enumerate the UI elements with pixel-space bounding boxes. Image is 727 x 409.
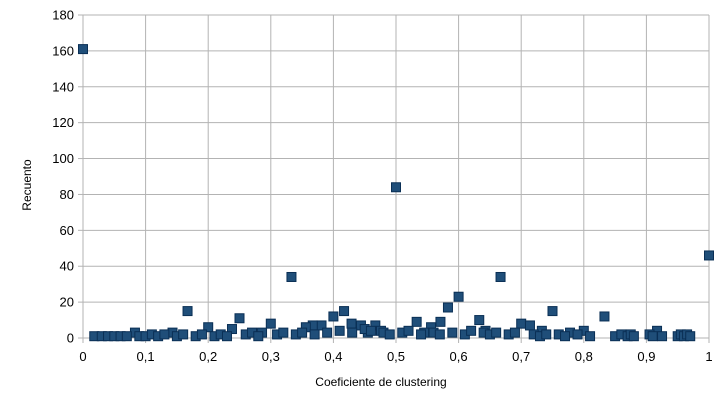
data-point [685,331,696,342]
x-tick-label: 0,3 [262,349,280,364]
data-point [334,325,345,336]
data-point [196,329,207,340]
data-point [234,313,245,324]
y-tick-label: 160 [52,43,74,58]
data-point [265,318,276,329]
data-point [182,306,193,317]
y-tick-label: 60 [60,223,74,238]
y-tick-label: 100 [52,151,74,166]
data-point [309,329,320,340]
data-point [203,322,214,333]
y-tick-label: 40 [60,259,74,274]
data-point [453,291,464,302]
data-point [547,306,558,317]
x-tick-label: 0,1 [137,349,155,364]
data-point [78,44,88,55]
data-point [178,329,189,340]
data-point [121,331,132,342]
data-point [328,311,339,322]
y-tick-label: 20 [60,295,74,310]
x-tick-label: 0,4 [324,349,342,364]
data-point [524,320,535,331]
y-tick-label: 80 [60,187,74,202]
axes [78,14,710,343]
data-point [434,329,445,340]
data-point [221,331,232,342]
x-tick-label: 0,5 [387,349,405,364]
data-point [365,325,376,336]
y-tick-label: 140 [52,79,74,94]
gridlines [82,14,710,339]
y-tick-labels: 0 20 40 60 80 100 120 140 160 180 [52,8,74,346]
data-point [286,271,297,282]
data-point [560,331,571,342]
x-tick-labels: 0 0,1 0,2 0,3 0,4 0,5 0,6 0,7 0,8 0,9 1 [79,349,712,364]
data-points [78,44,714,342]
data-point [647,331,658,342]
data-point [474,315,485,326]
data-point [339,306,350,317]
data-point [347,327,358,338]
data-point [509,327,520,338]
data-point [491,327,502,338]
x-tick-label: 0,8 [575,349,593,364]
data-point [572,329,583,340]
data-point [628,331,639,342]
x-tick-label: 0,2 [199,349,217,364]
x-tick-label: 1 [705,349,712,364]
x-tick-label: 0,9 [637,349,655,364]
data-point [403,325,414,336]
x-tick-label: 0,7 [512,349,530,364]
x-axis-title: Coeficiente de clustering [315,375,446,389]
data-point [516,318,527,329]
data-point [416,329,427,340]
y-axis-title: Recuento [20,159,34,211]
data-point [297,327,308,338]
data-point [435,316,446,327]
data-point [391,182,401,193]
data-point [159,329,170,340]
data-point [442,302,453,313]
data-point [278,327,289,338]
data-point [322,327,333,338]
data-point [466,325,477,336]
data-point [541,329,552,340]
data-point [495,271,506,282]
x-tick-label: 0 [79,349,86,364]
x-tick-label: 0,6 [450,349,468,364]
y-tick-label: 180 [52,8,74,23]
data-point [226,324,237,335]
data-point [585,331,596,342]
data-point [253,331,264,342]
data-point [657,331,668,342]
data-point [599,311,610,322]
data-point [384,329,395,340]
y-tick-label: 120 [52,115,74,130]
data-point [346,318,357,329]
data-point [411,316,422,327]
data-point [704,250,714,261]
y-tick-label: 0 [67,331,74,346]
data-point [447,327,458,338]
